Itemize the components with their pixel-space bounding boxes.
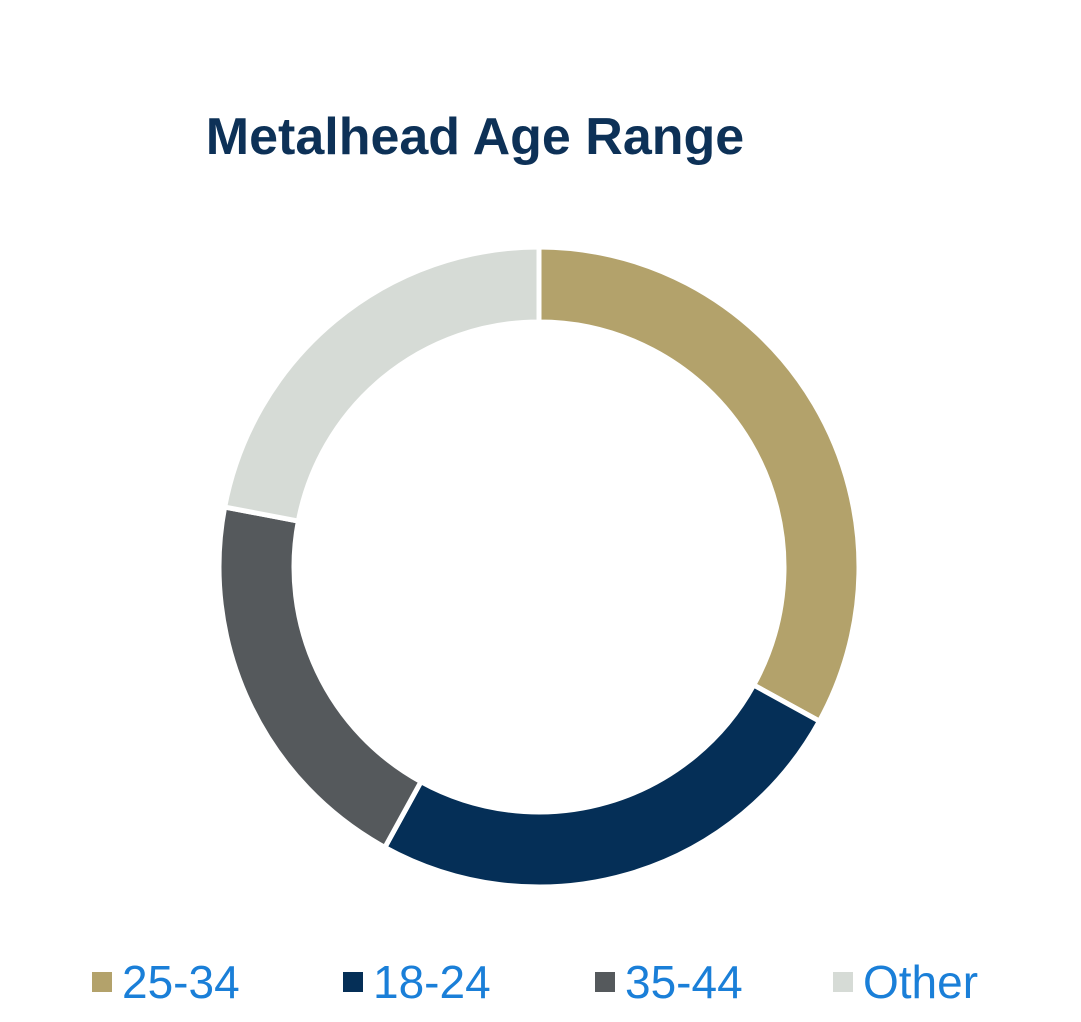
donut-slice-35-44 [216, 504, 425, 851]
donut-slices [216, 244, 862, 890]
legend-item-other: Other [833, 950, 978, 1014]
legend-swatch [343, 972, 363, 992]
donut-slice-other [221, 244, 542, 525]
legend-swatch [92, 972, 112, 992]
legend-item-35-44: 35-44 [595, 950, 743, 1014]
chart-legend: 25-34 18-24 35-44 Other [0, 950, 1081, 1014]
donut-slice-18-24 [381, 681, 823, 890]
legend-item-18-24: 18-24 [343, 950, 491, 1014]
chart-title: Metalhead Age Range [205, 108, 745, 166]
legend-item-25-34: 25-34 [92, 950, 240, 1014]
legend-label: 25-34 [122, 956, 240, 1008]
legend-label: 18-24 [373, 956, 491, 1008]
legend-swatch [833, 972, 853, 992]
donut-slice-25-34 [536, 244, 862, 725]
legend-swatch [595, 972, 615, 992]
legend-label: 35-44 [625, 956, 743, 1008]
legend-label: Other [863, 956, 979, 1008]
